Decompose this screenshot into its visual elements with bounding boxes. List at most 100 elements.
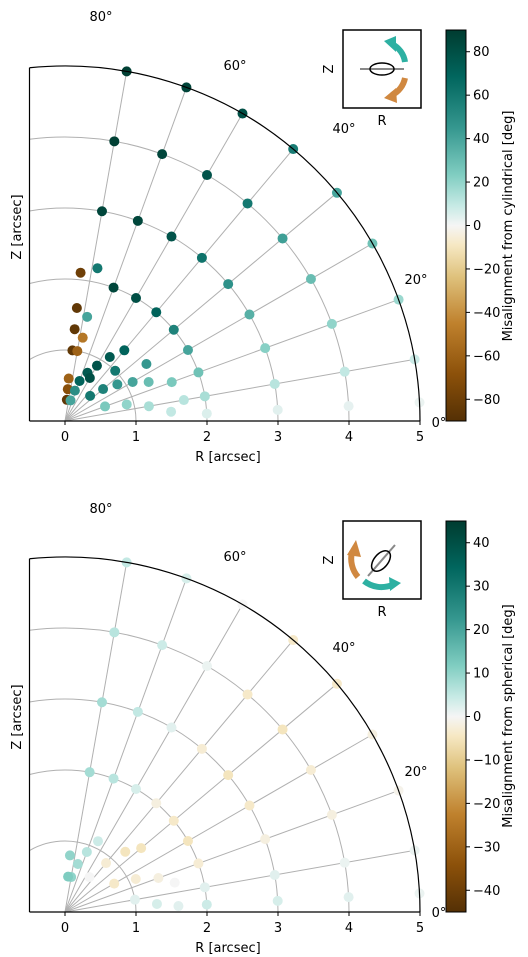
bottom-r-tick-2: 2 [203, 921, 211, 936]
scatter-point [100, 401, 111, 412]
scatter-point [166, 406, 177, 417]
colorbar-tick-label: 40 [473, 536, 490, 551]
top-colorbar-gradient [445, 29, 467, 422]
bottom-inset-xlabel: R [377, 605, 386, 620]
bottom-angle-label-80: 80° [89, 502, 112, 517]
scatter-point [72, 858, 83, 869]
scatter-point [84, 872, 95, 883]
grid-circle-ext [29, 698, 66, 703]
outer-arc [29, 65, 421, 422]
scatter-point [81, 846, 92, 857]
scatter-point [64, 850, 75, 861]
grid-radial-line [64, 683, 338, 913]
scatter-point [69, 385, 80, 396]
scatter-point [151, 798, 162, 809]
bottom-colorbar: 40 30 20 10 0 −10 −20 −30 −40 Misalignment from … [445, 520, 516, 913]
bottom-polar-grid [29, 562, 415, 913]
bottom-inset-ylabel: Z [322, 555, 337, 564]
scatter-point [127, 376, 138, 387]
scatter-point [85, 390, 96, 401]
scatter-point [196, 252, 207, 263]
bottom-angle-label-20: 20° [404, 765, 427, 780]
scatter-point [242, 689, 253, 700]
colorbar-tick-label: 30 [473, 580, 490, 595]
scatter-point [168, 324, 179, 335]
scatter-point [166, 231, 177, 242]
scatter-point [269, 870, 280, 881]
grid-radial-line [64, 849, 415, 913]
bottom-scatter-points [63, 557, 425, 912]
scatter-point [104, 352, 115, 363]
grid-circle [64, 698, 279, 913]
top-scatter-points [61, 66, 425, 419]
scatter-point [260, 343, 271, 354]
top-inset-ylabel: Z [322, 64, 337, 73]
grid-radial-line [64, 299, 399, 422]
scatter-point [166, 722, 177, 733]
top-angle-label-80: 80° [89, 10, 112, 25]
scatter-point [223, 279, 234, 290]
grid-circle [64, 278, 208, 422]
bottom-colorbar-label: Misalignment from spherical [deg] [501, 604, 516, 828]
grid-radial-line [64, 639, 294, 913]
scatter-point [92, 263, 103, 274]
scatter-point [202, 661, 212, 672]
top-polar-grid [29, 71, 415, 422]
scatter-point [109, 878, 120, 889]
scatter-point [96, 697, 107, 708]
bottom-r-tick-5: 5 [416, 921, 424, 936]
scatter-point [151, 307, 162, 318]
colorbar-tick-label: −40 [473, 884, 500, 899]
scatter-point [199, 391, 210, 402]
scatter-point [112, 379, 123, 390]
scatter-point [343, 401, 354, 412]
scatter-point [121, 399, 132, 410]
colorbar-tick-label: 60 [473, 89, 490, 104]
grid-radial-line [64, 604, 243, 913]
bottom-colorbar-gradient [445, 520, 467, 913]
grid-radial-line [64, 790, 399, 913]
colorbar-tick-label: 40 [473, 132, 490, 147]
scatter-point [101, 858, 112, 869]
top-angle-label-0: 0° [432, 416, 447, 431]
grid-circle [64, 207, 279, 422]
colorbar-tick-label: 10 [473, 667, 490, 682]
colorbar-tick-label: −20 [473, 797, 500, 812]
grid-circle-ext [29, 207, 66, 212]
bottom-inset-orange-arrowhead [347, 540, 361, 557]
scatter-point [129, 894, 140, 905]
scatter-point [77, 332, 88, 343]
colorbar-tick-label: −60 [473, 349, 500, 364]
grid-radial-line [64, 148, 294, 422]
scatter-point [98, 384, 109, 395]
scatter-point [178, 395, 189, 406]
scatter-point [132, 215, 143, 226]
scatter-point [153, 873, 164, 884]
scatter-point [82, 311, 93, 322]
grid-radial-line [64, 87, 187, 422]
top-inset-orange-arrowhead [384, 88, 397, 103]
top-r-tick-0: 0 [61, 430, 69, 445]
scatter-point [108, 282, 119, 293]
scatter-point [131, 293, 141, 304]
scatter-point [269, 379, 280, 390]
top-angle-label-60: 60° [223, 59, 246, 74]
top-r-tick-3: 3 [274, 430, 282, 445]
scatter-point [193, 858, 204, 869]
scatter-point [305, 765, 316, 775]
grid-circle-ext [29, 627, 66, 631]
grid-radial-line [64, 192, 338, 422]
colorbar-tick-label: −30 [473, 840, 500, 855]
bottom-r-tick-1: 1 [132, 921, 140, 936]
scatter-point [72, 346, 83, 357]
grid-radial-line [64, 71, 128, 422]
scatter-point [202, 170, 212, 181]
top-colorbar-label: Misalignment from cylindrical [deg] [501, 111, 516, 342]
scatter-point [223, 770, 234, 781]
scatter-point [131, 784, 141, 795]
scatter-point [277, 724, 288, 735]
scatter-point [75, 267, 86, 278]
scatter-point [169, 877, 180, 888]
bottom-inset-teal-arrowhead [389, 577, 401, 591]
